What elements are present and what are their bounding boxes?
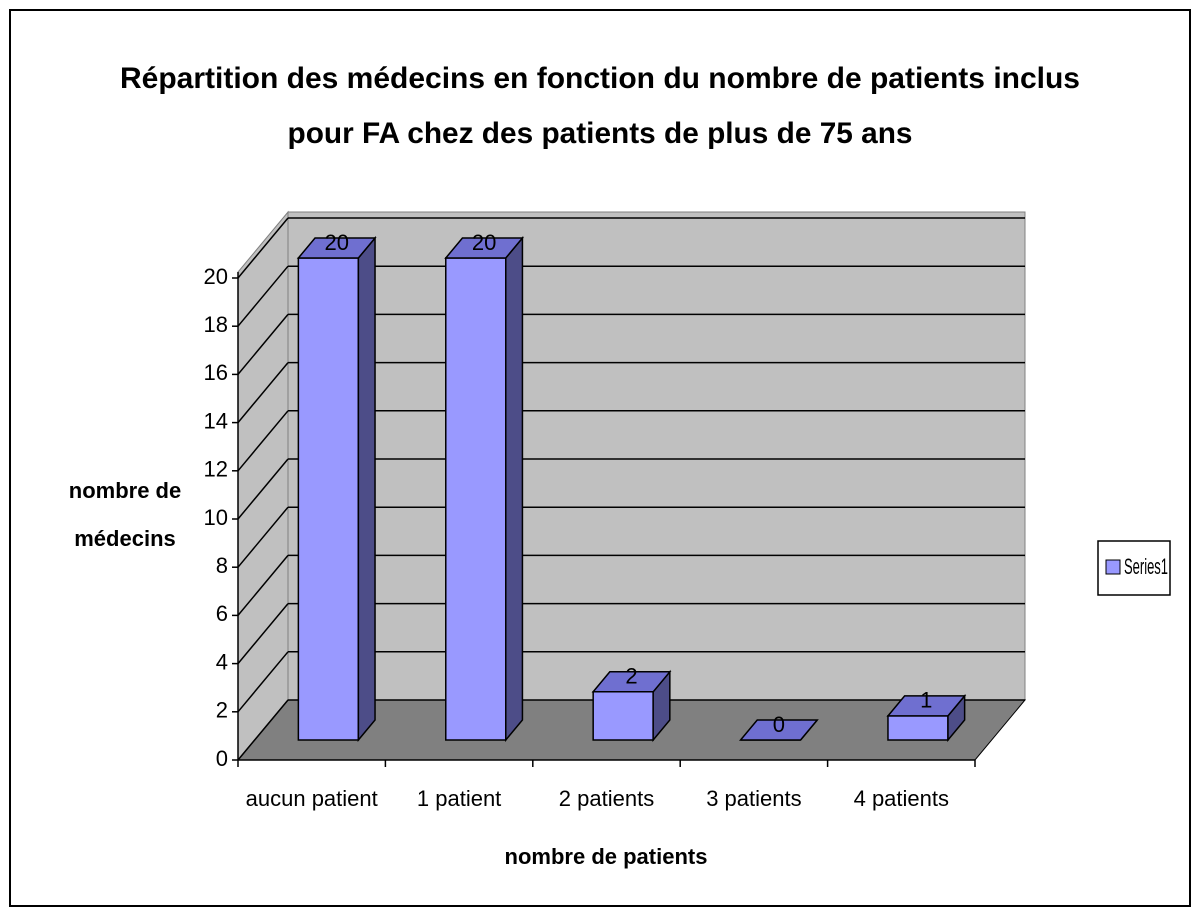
- grid-line: [237, 265, 289, 327]
- bar-top: [444, 237, 525, 259]
- x-tick-label: aucun patient: [246, 786, 378, 811]
- grid-line: [237, 506, 289, 568]
- y-tick-label: 6: [216, 601, 228, 626]
- y-tick-label: 4: [216, 649, 228, 674]
- data-label: 1: [920, 688, 932, 713]
- grid-line: [237, 217, 289, 279]
- grid-line: [237, 410, 289, 472]
- bar-front: [297, 257, 360, 741]
- y-tick-label: 12: [204, 457, 228, 482]
- side-wall: [237, 210, 289, 762]
- bar-top: [591, 671, 672, 693]
- grid-line: [237, 458, 289, 520]
- grid-line: [237, 313, 289, 375]
- x-tick-label: 2 patients: [559, 786, 654, 811]
- data-label: 2: [625, 664, 637, 689]
- y-tick-label: 10: [204, 505, 228, 530]
- chart-title: pour FA chez des patients de plus de 75 …: [288, 117, 913, 150]
- x-axis-label: nombre de patients: [505, 844, 708, 869]
- data-label: 20: [472, 230, 496, 255]
- chart-title: Répartition des médecins en fonction du …: [120, 62, 1080, 95]
- y-tick-label: 0: [216, 746, 228, 771]
- grid-line: [237, 362, 289, 424]
- x-tick-label: 3 patients: [706, 786, 801, 811]
- y-tick-label: 16: [204, 360, 228, 385]
- bar-front: [887, 715, 949, 741]
- y-axis-label: médecins: [74, 526, 176, 551]
- bar-front: [445, 257, 507, 741]
- bar-top: [886, 695, 967, 717]
- bar-front: [592, 691, 654, 741]
- y-tick-label: 2: [216, 698, 228, 723]
- y-tick-label: 18: [204, 312, 228, 337]
- bar-side: [505, 235, 524, 743]
- legend-label: Series1: [1124, 554, 1168, 579]
- bar-side: [357, 235, 376, 743]
- grid-line: [237, 603, 289, 665]
- grid-line: [237, 651, 289, 713]
- y-axis-label: nombre de: [69, 478, 181, 503]
- y-tick-label: 20: [204, 264, 228, 289]
- x-tick-label: 4 patients: [854, 786, 949, 811]
- bar-top: [296, 237, 377, 259]
- data-label: 20: [324, 230, 348, 255]
- back-wall: [287, 211, 1026, 701]
- grid-line: [237, 699, 289, 761]
- data-label: 0: [773, 712, 785, 737]
- grid-line: [237, 554, 289, 616]
- x-tick-label: 1 patient: [417, 786, 501, 811]
- bar-top: [738, 719, 819, 741]
- y-tick-label: 8: [216, 553, 228, 578]
- legend-marker: [1105, 559, 1121, 575]
- y-tick-label: 14: [204, 408, 228, 433]
